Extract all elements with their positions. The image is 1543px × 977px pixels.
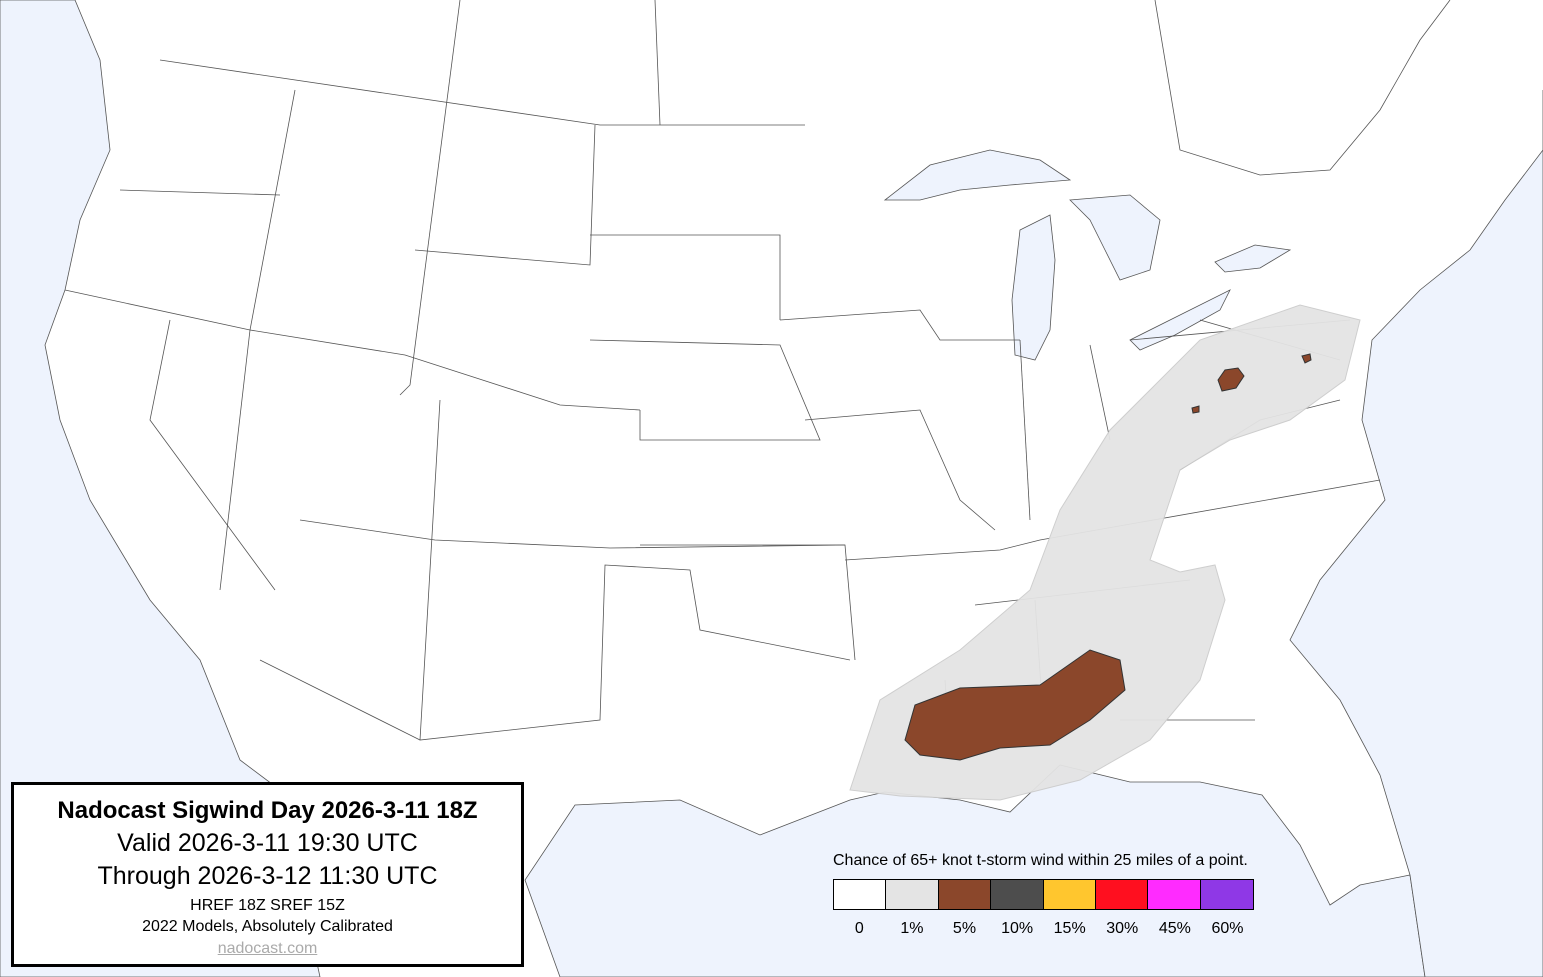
lake-huron [1069,194,1161,281]
legend-swatches [833,879,1254,910]
legend-swatch [886,880,939,909]
legend-label: 5% [952,920,977,937]
risk-area-5-percent-small [1301,353,1312,364]
lake-ontario [1214,244,1292,273]
legend-swatch [834,880,887,909]
atlantic-ocean [1289,90,1543,977]
site-link[interactable]: nadocast.com [217,940,318,957]
legend: Chance of 65+ knot t-storm wind within 2… [833,852,1254,938]
legend-swatch [938,880,992,909]
lake-michigan [1011,214,1056,361]
legend-label: 30% [1106,920,1139,937]
calibration-note: 2022 Models, Absolutely Calibrated [142,918,393,935]
through-time: Through 2026-3-12 11:30 UTC [97,862,438,890]
risk-area-1-percent [849,304,1361,801]
title-box: Nadocast Sigwind Day 2026-3-11 18Z Valid… [11,782,524,967]
legend-swatch [1095,880,1149,909]
lake-erie [1129,289,1231,351]
risk-area-5-percent-small [1191,405,1200,414]
legend-title: Chance of 65+ knot t-storm wind within 2… [833,852,1248,869]
legend-label: 1% [900,920,924,937]
risk-areas-5-percent [904,353,1312,761]
legend-label: 0 [854,920,864,937]
legend-swatch [1200,880,1253,909]
legend-label: 15% [1053,920,1086,937]
valid-time: Valid 2026-3-11 19:30 UTC [117,829,418,857]
legend-label: 10% [1001,920,1034,937]
risk-area-5-percent-pa [1217,367,1245,392]
risk-area-5-percent-gulf [904,649,1126,761]
legend-swatch [991,880,1044,909]
legend-label: 45% [1158,920,1191,937]
state-borders [64,0,1451,751]
model-runs: HREF 18Z SREF 15Z [190,897,345,914]
legend-swatch [1043,880,1096,909]
legend-labels: 0 1% 5% 10% 15% 30% 45% 60% [833,920,1254,938]
lake-superior [883,149,1072,201]
map-title: Nadocast Sigwind Day 2026-3-11 18Z [57,797,478,824]
legend-swatch [1148,880,1201,909]
legend-label: 60% [1211,920,1244,937]
